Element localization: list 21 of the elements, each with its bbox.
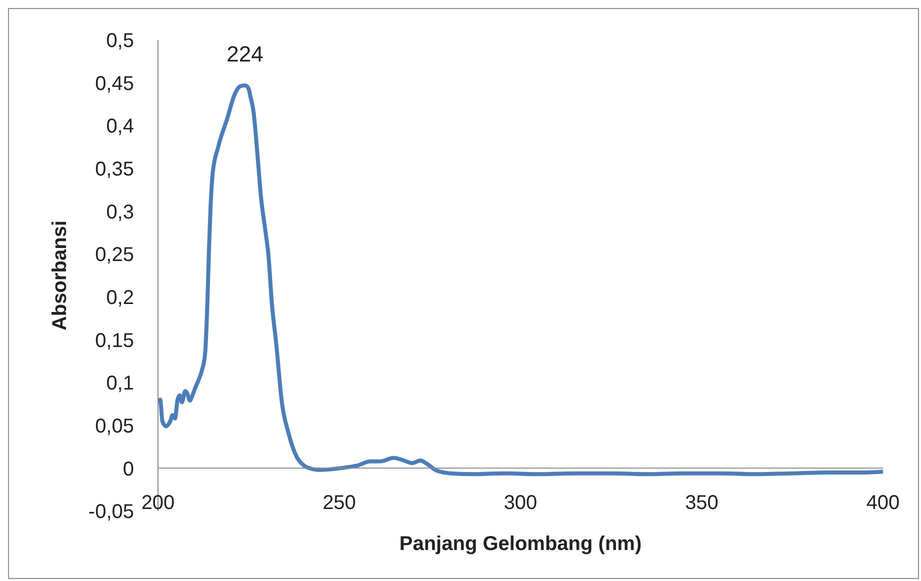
y-tick-label: 0 <box>122 458 134 480</box>
line-series <box>158 83 883 476</box>
y-tick-label: 0,4 <box>106 116 134 138</box>
x-tick-label: 350 <box>685 492 718 514</box>
y-tick-label: 0,5 <box>106 30 134 52</box>
y-tick-label: 0,25 <box>95 244 134 266</box>
x-tick-label: 400 <box>866 492 900 514</box>
y-tick-label: 0,3 <box>106 201 134 224</box>
annotation: 224 <box>226 41 264 66</box>
x-tick-label: 300 <box>504 492 538 514</box>
y-tick-label: 0,15 <box>95 330 134 352</box>
y-tick-label: 0,1 <box>106 372 134 395</box>
y-tick-label: 0,05 <box>95 415 134 438</box>
y-tick-label: 0,2 <box>106 287 134 310</box>
y-tick-label: 0,45 <box>95 72 134 95</box>
x-axis-title: Panjang Gelombang (nm) <box>399 533 642 555</box>
y-tick-label: -0,05 <box>88 501 134 524</box>
x-tick-label: 250 <box>322 492 356 514</box>
x-tick-label: 200 <box>141 492 175 514</box>
y-axis-title: Absorbansi <box>49 220 72 331</box>
y-tick-label: 0,35 <box>95 158 134 181</box>
